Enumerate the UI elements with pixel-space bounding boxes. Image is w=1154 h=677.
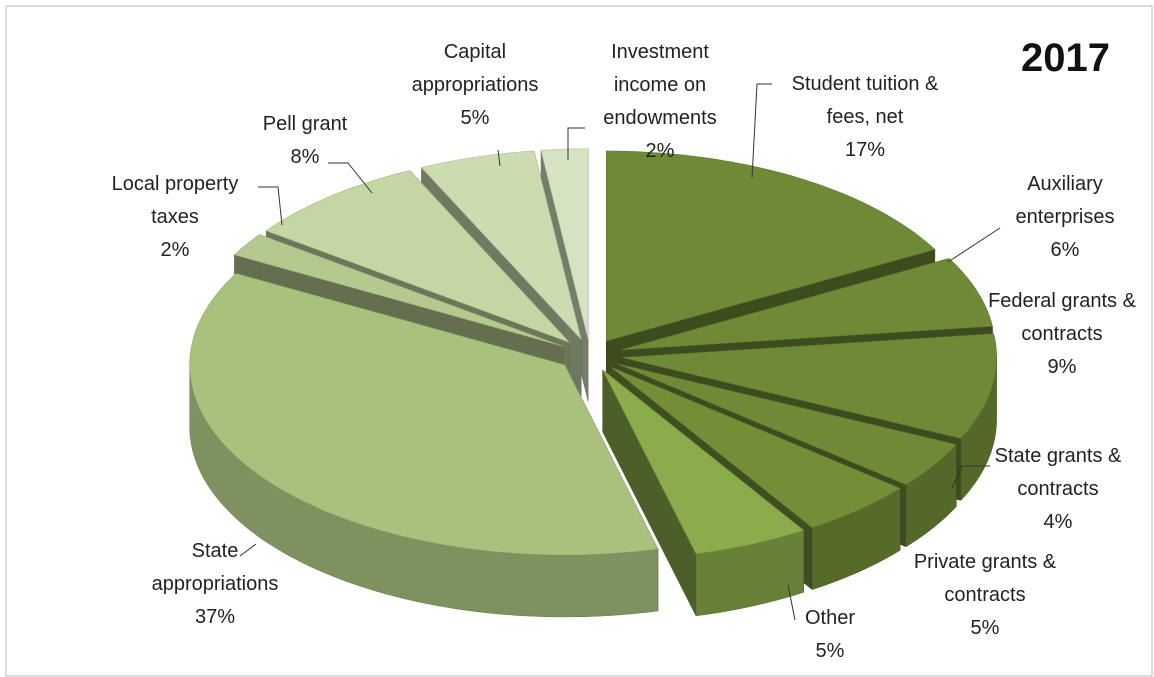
chart-title: 2017 — [1021, 36, 1110, 80]
leader-line — [258, 186, 283, 226]
slice — [189, 273, 659, 556]
category-label: Private grants & contracts — [913, 551, 1057, 606]
slice-label: Capital appropriations 5% — [400, 36, 550, 135]
slice-label: Pell grant 8% — [250, 108, 360, 174]
slice-label: Other 5% — [790, 602, 870, 668]
leader-line — [787, 584, 796, 621]
value-label: 37% — [194, 606, 236, 628]
slice — [616, 363, 957, 486]
leader-line — [239, 543, 257, 557]
slice-label: Student tuition & fees, net 17% — [770, 68, 960, 167]
value-label: 8% — [290, 146, 320, 168]
slice — [621, 333, 997, 439]
slice — [611, 366, 901, 528]
leader-line — [751, 83, 772, 179]
value-label: 5% — [970, 617, 1000, 639]
slice — [602, 369, 805, 555]
value-label: 6% — [1050, 239, 1080, 261]
leader-line — [328, 162, 373, 194]
slice-label: Local property taxes 2% — [100, 168, 250, 267]
category-label: Federal grants & contracts — [988, 290, 1136, 345]
category-label: Local property taxes — [111, 173, 239, 228]
category-label: State grants & contracts — [994, 445, 1122, 500]
category-label: Capital appropriations — [411, 41, 539, 96]
slice-label: State appropriations 37% — [140, 535, 290, 634]
slice — [265, 170, 570, 343]
slice — [420, 150, 582, 340]
leader-line — [947, 227, 1001, 263]
leader-line — [567, 127, 585, 160]
value-label: 2% — [645, 140, 675, 162]
leader-line — [497, 149, 501, 167]
slice — [233, 234, 564, 347]
slice — [606, 150, 936, 342]
category-label: Pell grant — [262, 113, 348, 135]
category-label: Student tuition & fees, net — [791, 73, 939, 128]
category-label: State appropriations — [151, 540, 279, 595]
slice-label: Investment income on endowments 2% — [590, 36, 730, 168]
value-label: 5% — [815, 640, 845, 662]
slice-label: Federal grants & contracts 9% — [972, 285, 1152, 384]
value-label: 9% — [1047, 356, 1077, 378]
slice-label: Private grants & contracts 5% — [900, 546, 1070, 645]
slice — [620, 258, 993, 351]
frame — [5, 5, 1153, 677]
category-label: Auxiliary enterprises — [1015, 173, 1115, 228]
value-label: 4% — [1043, 511, 1073, 533]
value-label: 5% — [460, 107, 490, 129]
category-label: Investment income on endowments — [603, 41, 717, 129]
leader-line — [951, 465, 990, 489]
value-label: 2% — [160, 239, 190, 261]
slice-label: State grants & contracts 4% — [983, 440, 1133, 539]
slice — [540, 148, 589, 339]
slice-label: Auxiliary enterprises 6% — [990, 168, 1140, 267]
category-label: Other — [804, 607, 856, 629]
value-label: 17% — [844, 139, 886, 161]
